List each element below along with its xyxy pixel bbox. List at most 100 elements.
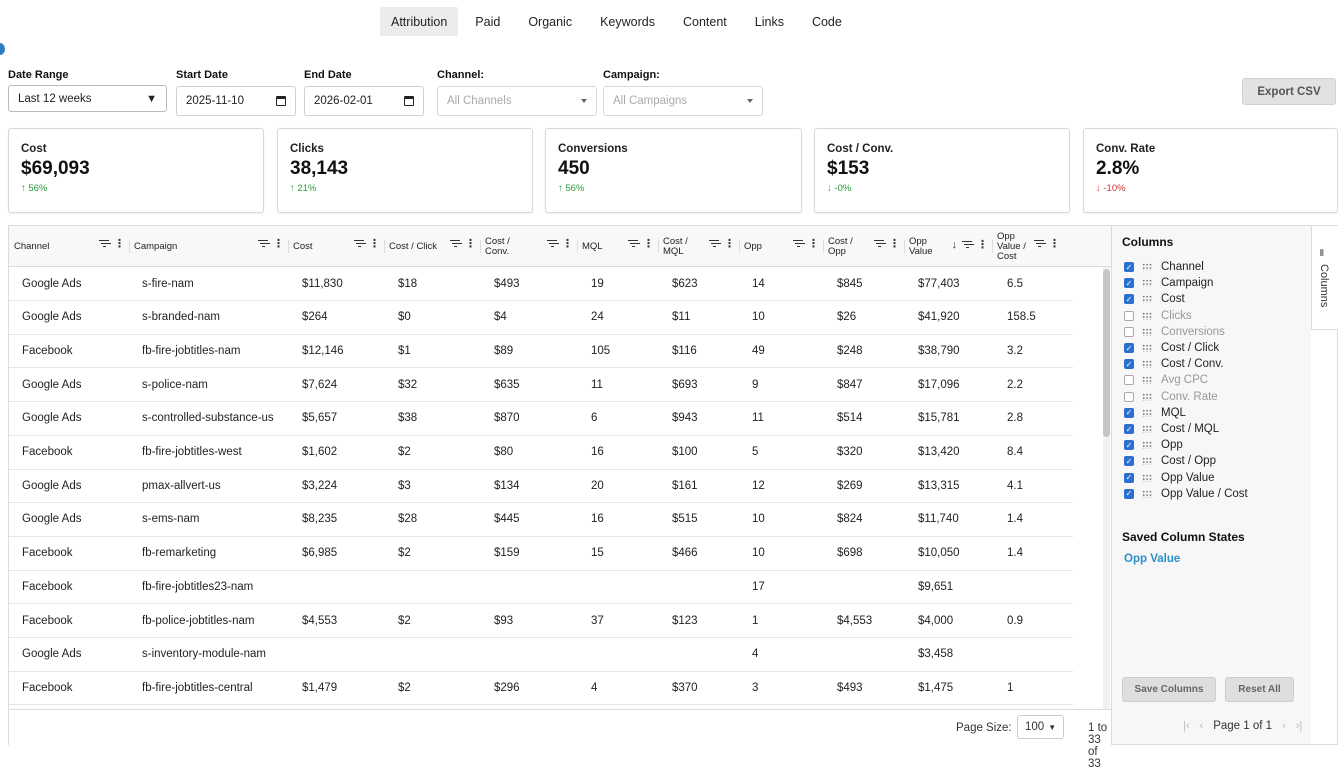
column-resize-handle[interactable] xyxy=(577,240,578,253)
column-toggle-item[interactable]: ✓ Channel xyxy=(1124,259,1204,275)
tab-content[interactable]: Content xyxy=(682,14,727,29)
table-row[interactable]: Google Ads s-controlled-substance-us $5,65… xyxy=(9,402,1073,436)
column-header[interactable]: Cost / MQL ⋮ xyxy=(658,226,739,267)
column-menu-icon[interactable]: ⋮ xyxy=(977,239,988,251)
column-resize-handle[interactable] xyxy=(384,240,385,253)
column-header[interactable]: MQL ⋮ xyxy=(577,226,658,267)
filter-icon[interactable] xyxy=(354,240,364,248)
drag-handle-icon[interactable] xyxy=(1142,360,1152,369)
campaign-select[interactable]: All Campaigns xyxy=(603,86,763,116)
table-row[interactable]: Google Ads s-police-nam $7,624 $32 $635 11 $69… xyxy=(9,368,1073,403)
filter-icon[interactable] xyxy=(874,240,884,248)
checkbox[interactable] xyxy=(1124,375,1134,386)
column-toggle-item[interactable]: ✓ Opp Value xyxy=(1124,470,1215,486)
drag-handle-icon[interactable] xyxy=(1142,425,1152,433)
table-row[interactable]: Facebook fb-fire-jobtitles-nam $12,146 $1 $8… xyxy=(9,334,1073,369)
column-menu-icon[interactable]: ⋮ xyxy=(465,238,476,250)
filter-icon[interactable] xyxy=(547,240,557,248)
column-resize-handle[interactable] xyxy=(992,240,993,253)
table-row[interactable]: Facebook fb-police-jobtitles-nam $4,553 $2 $… xyxy=(9,604,1073,638)
drag-handle-icon[interactable] xyxy=(1142,263,1152,271)
last-page-icon[interactable]: ›| xyxy=(1295,720,1303,732)
column-header[interactable]: Opp Value / Cost ⋮ xyxy=(992,226,1064,267)
checkbox[interactable] xyxy=(1124,391,1134,402)
column-resize-handle[interactable] xyxy=(288,240,289,253)
drag-handle-icon[interactable] xyxy=(1142,327,1152,336)
filter-icon[interactable] xyxy=(1034,240,1044,248)
column-resize-handle[interactable] xyxy=(904,240,905,253)
page-size-select[interactable]: 100 ▼ xyxy=(1017,715,1064,739)
column-toggle-item[interactable]: ✓ Cost xyxy=(1124,291,1185,307)
filter-icon[interactable] xyxy=(450,240,460,248)
tab-links[interactable]: Links xyxy=(754,14,784,29)
column-toggle-item[interactable]: ✓ Cost / Opp xyxy=(1124,453,1216,469)
column-menu-icon[interactable]: ⋮ xyxy=(369,238,380,250)
column-toggle-item[interactable]: ✓ Cost / MQL xyxy=(1124,421,1219,437)
drag-handle-icon[interactable] xyxy=(1142,392,1152,401)
channel-select[interactable]: All Channels xyxy=(437,86,597,116)
column-menu-icon[interactable]: ⋮ xyxy=(562,238,573,250)
table-row[interactable]: Google Ads pmax-allvert-us $3,224 $3 $134 20 $… xyxy=(9,469,1073,504)
prev-page-icon[interactable]: ‹ xyxy=(1199,720,1204,732)
table-row[interactable]: Google Ads s-inventory-module-nam 4 $3,458 xyxy=(9,638,1073,672)
drag-handle-icon[interactable] xyxy=(1142,441,1152,450)
next-page-icon[interactable]: › xyxy=(1282,720,1286,732)
end-date-input[interactable]: 2026-02-01 xyxy=(304,86,424,116)
tab-attribution[interactable]: Attribution xyxy=(380,7,459,36)
column-header[interactable]: Opp Value ↓ ⋮ xyxy=(904,226,992,267)
column-toggle-item[interactable]: ✓ Opp Value / Cost xyxy=(1124,486,1248,502)
column-toggle-item[interactable]: ✓ Cost / Conv. xyxy=(1124,356,1223,372)
tab-paid[interactable]: Paid xyxy=(475,14,501,29)
column-header[interactable]: Cost ⋮ xyxy=(288,226,384,267)
filter-icon[interactable] xyxy=(793,240,803,248)
table-row[interactable]: Facebook fb-fire-jobtitles-west $1,602 $2 $8… xyxy=(9,436,1073,470)
column-resize-handle[interactable] xyxy=(129,240,130,253)
drag-handle-icon[interactable] xyxy=(1142,344,1152,352)
column-menu-icon[interactable]: ⋮ xyxy=(808,238,819,250)
first-page-icon[interactable]: |‹ xyxy=(1183,720,1190,732)
tab-keywords[interactable]: Keywords xyxy=(600,14,655,29)
checkbox[interactable]: ✓ xyxy=(1124,488,1134,499)
column-header[interactable]: Opp ⋮ xyxy=(739,226,823,267)
checkbox[interactable]: ✓ xyxy=(1124,407,1134,418)
column-toggle-item[interactable]: ✓ Opp xyxy=(1124,437,1183,453)
tab-code[interactable]: Code xyxy=(811,14,842,29)
export-csv-button[interactable]: Export CSV xyxy=(1242,78,1336,105)
column-toggle-item[interactable]: Avg CPC xyxy=(1124,372,1208,388)
drag-handle-icon[interactable] xyxy=(1142,311,1152,320)
table-row[interactable]: Google Ads s-fire-nam $11,830 $18 $493 19 $623… xyxy=(9,267,1073,301)
column-header[interactable]: Campaign ⋮ xyxy=(129,226,288,267)
column-header[interactable]: Channel ⋮ xyxy=(9,226,129,267)
tab-organic[interactable]: Organic xyxy=(528,14,573,29)
column-toggle-item[interactable]: Clicks xyxy=(1124,308,1192,324)
save-columns-button[interactable]: Save Columns xyxy=(1122,677,1216,702)
column-resize-handle[interactable] xyxy=(823,240,824,253)
checkbox[interactable]: ✓ xyxy=(1124,262,1134,272)
column-menu-icon[interactable]: ⋮ xyxy=(889,238,900,250)
vertical-scrollbar[interactable] xyxy=(1103,267,1110,709)
start-date-input[interactable]: 2025-11-10 xyxy=(176,86,296,116)
column-resize-handle[interactable] xyxy=(658,240,659,253)
drag-handle-icon[interactable] xyxy=(1142,279,1152,288)
column-header[interactable]: Cost / Conv. ⋮ xyxy=(480,226,577,267)
sort-desc-icon[interactable]: ↓ xyxy=(951,239,958,251)
filter-icon[interactable] xyxy=(258,240,268,248)
drag-handle-icon[interactable] xyxy=(1142,473,1152,482)
columns-side-tab[interactable]: ⫴ Columns xyxy=(1311,226,1338,330)
column-toggle-item[interactable]: ✓ Campaign xyxy=(1124,275,1213,291)
drag-handle-icon[interactable] xyxy=(1142,489,1152,498)
checkbox[interactable]: ✓ xyxy=(1124,472,1134,483)
calendar-icon[interactable] xyxy=(276,96,286,106)
drag-handle-icon[interactable] xyxy=(1142,408,1152,417)
filter-icon[interactable] xyxy=(709,240,719,248)
table-row[interactable]: Facebook fb-fire-jobtitles23-nam 17 $9,651 xyxy=(9,570,1073,605)
filter-icon[interactable] xyxy=(628,240,638,248)
column-toggle-item[interactable]: ✓ MQL xyxy=(1124,405,1186,421)
table-row[interactable]: Google Ads s-branded-nam $264 $0 $4 24 $11 10 $2… xyxy=(9,301,1073,335)
drag-handle-icon[interactable] xyxy=(1142,457,1152,466)
table-row[interactable]: Google Ads s-ems-nam $8,235 $28 $445 16 $515 10… xyxy=(9,503,1073,537)
saved-state-link[interactable]: Opp Value xyxy=(1124,553,1181,565)
checkbox[interactable]: ✓ xyxy=(1124,456,1134,467)
column-header[interactable]: Cost / Click ⋮ xyxy=(384,226,480,267)
filter-icon[interactable] xyxy=(99,240,109,248)
